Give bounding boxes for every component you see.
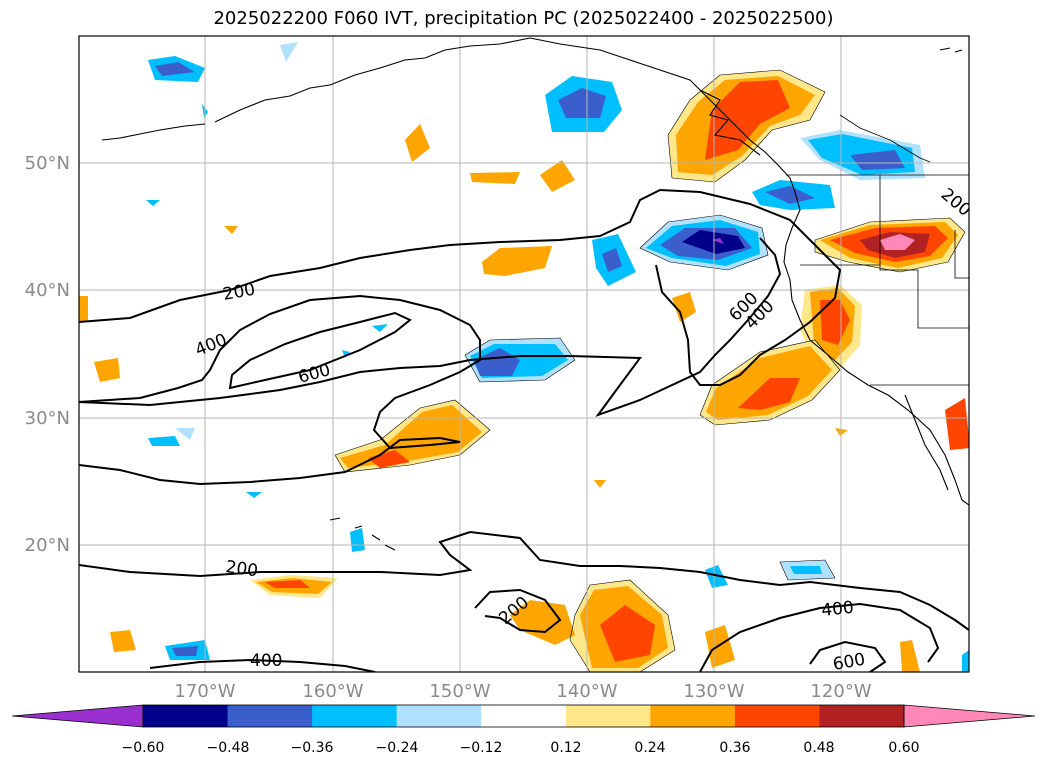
colorbar-segment <box>734 705 820 727</box>
colorbar-frame <box>142 704 905 728</box>
lon-labels: 170°W 160°W 150°W 140°W 130°W 120°W <box>174 681 871 702</box>
colorbar-tick: 0.60 <box>888 740 919 756</box>
ivt-label: 400 <box>820 598 854 621</box>
colorbar-tick: 0.48 <box>803 740 834 756</box>
lon-label: 160°W <box>302 681 363 702</box>
plot-frame <box>78 35 970 673</box>
ivt-label: 200 <box>221 280 256 305</box>
colorbar-segments <box>143 705 905 727</box>
lon-label: 130°W <box>683 681 744 702</box>
ivt-label: 400 <box>250 651 282 671</box>
map-title: 2025022200 F060 IVT, precipitation PC (2… <box>213 8 834 29</box>
colorbar-tick: 0.36 <box>719 740 750 756</box>
ivt-label: 200 <box>224 557 259 581</box>
colorbar-segment <box>312 705 398 727</box>
colorbar-extend-max <box>903 704 1036 728</box>
lon-label: 140°W <box>556 681 617 702</box>
colorbar-tick: 0.24 <box>634 740 665 756</box>
colorbar-segment <box>650 705 736 727</box>
colorbar-tick: −0.60 <box>122 740 165 756</box>
colorbar-tick: −0.48 <box>207 740 250 756</box>
plot-area: 200 400 600 600 400 200 200 400 200 400 … <box>79 36 969 675</box>
colorbar-segment <box>819 705 905 727</box>
colorbar-tick: −0.24 <box>376 740 419 756</box>
colorbar-ticks: −0.60 −0.48 −0.36 −0.24 −0.12 0.12 0.24 … <box>122 740 920 756</box>
colorbar-segment <box>227 705 313 727</box>
lat-labels: 50°N 40°N 30°N 20°N <box>25 153 70 556</box>
lat-label: 30°N <box>25 408 70 429</box>
lon-label: 170°W <box>174 681 235 702</box>
political-borders <box>786 114 969 386</box>
colorbar-segment <box>565 705 651 727</box>
colorbar-segment <box>143 705 229 727</box>
ivt-label: 400 <box>192 330 230 361</box>
lat-label: 20°N <box>25 535 70 556</box>
coastlines <box>101 37 969 551</box>
lat-label: 50°N <box>25 153 70 174</box>
colorbar: −0.60 −0.48 −0.36 −0.24 −0.12 0.12 0.24 … <box>11 704 1036 756</box>
colorbar-segment <box>481 705 567 727</box>
colorbar-segment <box>396 705 482 727</box>
colorbar-tick: −0.36 <box>291 740 334 756</box>
lon-label: 120°W <box>810 681 871 702</box>
precip-outlines <box>334 69 966 672</box>
lon-label: 150°W <box>429 681 490 702</box>
ivt-label: 600 <box>296 360 333 388</box>
colorbar-extend-min <box>11 704 144 728</box>
lat-label: 40°N <box>25 280 70 301</box>
ivt-contours <box>79 188 969 672</box>
ivt-label: 600 <box>831 650 866 675</box>
colorbar-tick: 0.12 <box>550 740 581 756</box>
colorbar-tick: −0.12 <box>460 740 503 756</box>
